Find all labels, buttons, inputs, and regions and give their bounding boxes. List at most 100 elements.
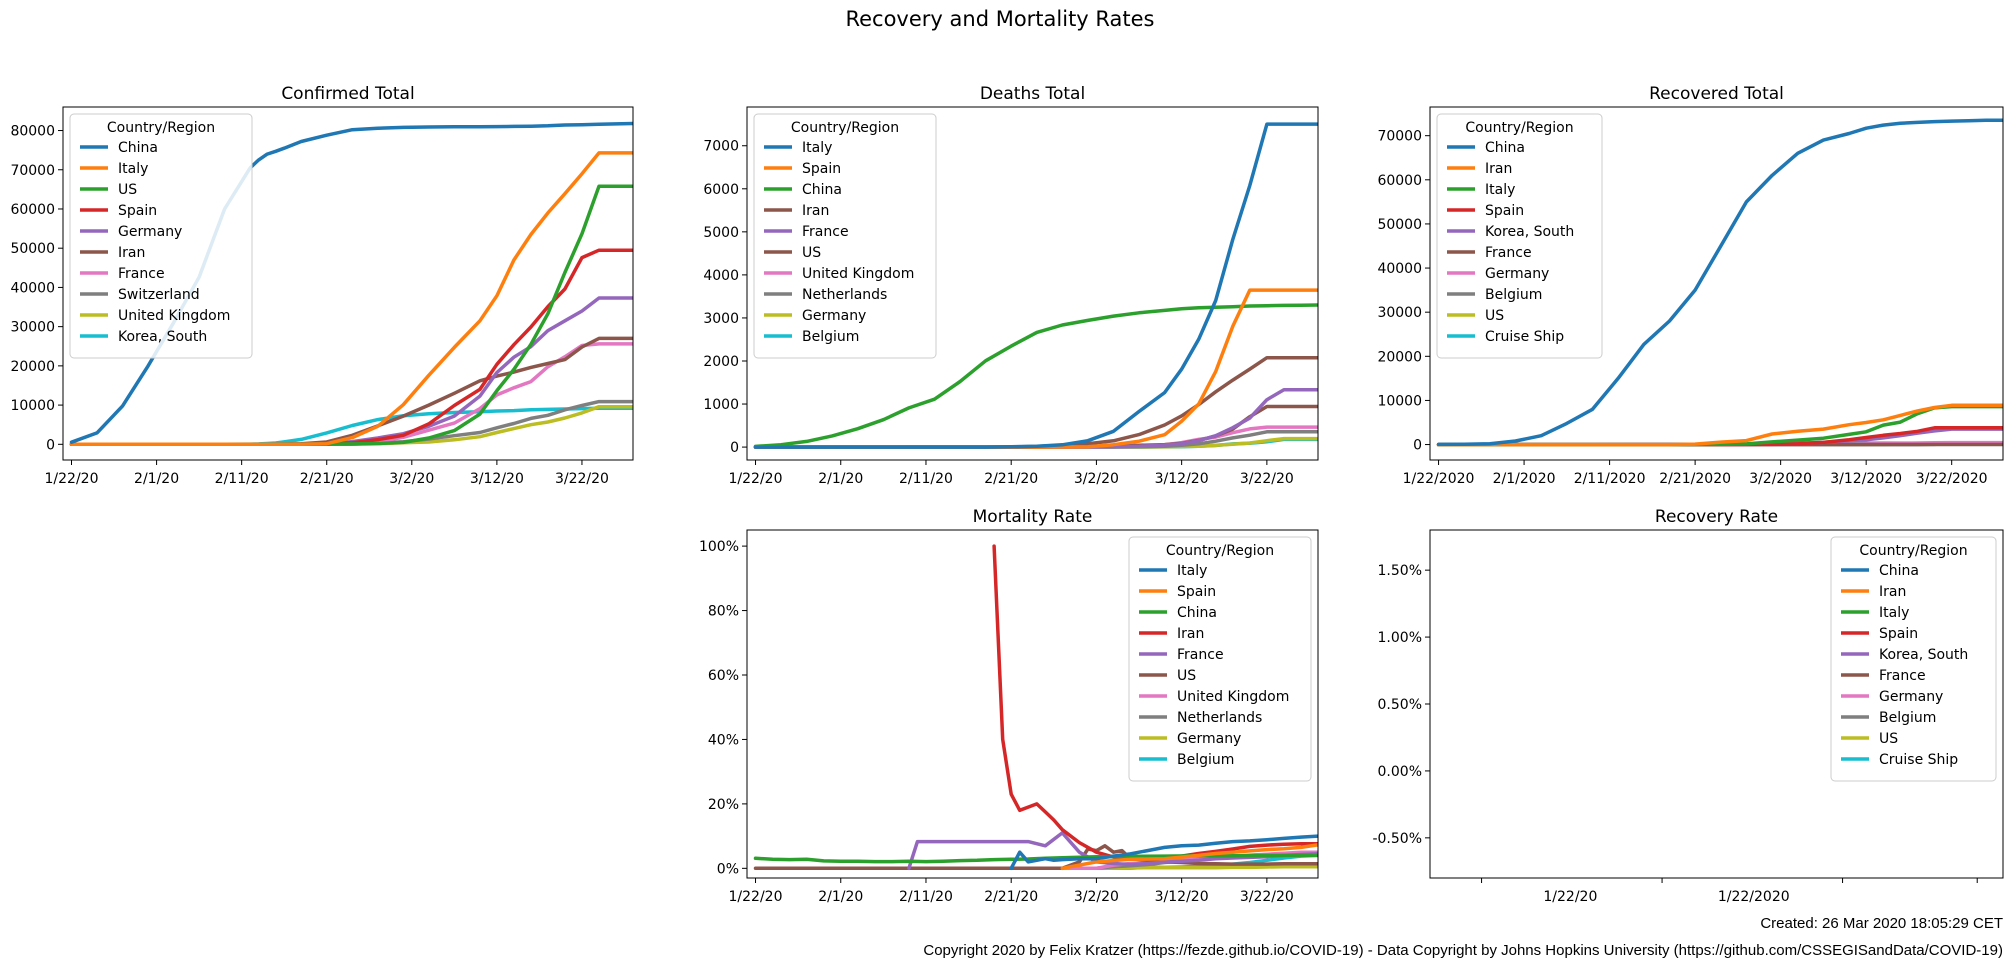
x-tick-label: 3/12/20 [470, 471, 524, 487]
x-tick-label: 3/22/20 [1240, 889, 1294, 905]
x-tick-label: 2/21/20 [984, 471, 1038, 487]
y-tick-label: 20000 [1377, 349, 1422, 365]
y-tick-label: 70000 [10, 163, 55, 179]
y-tick-label: 30000 [1377, 305, 1422, 321]
figure-title: Recovery and Mortality Rates [845, 7, 1154, 31]
legend-box [1128, 536, 1312, 782]
legend-title: Country/Region [1465, 120, 1573, 136]
x-tick-label: 3/22/20 [555, 471, 609, 487]
x-tick-label: 2/21/20 [300, 471, 354, 487]
legend-label: Italy [1879, 605, 1909, 621]
chart-confirmed: Confirmed Total 0 10000 20000 30000 40000 5000… [10, 84, 634, 487]
legend-label: Netherlands [802, 287, 887, 303]
y-tick-label: -0.50% [1372, 831, 1422, 847]
legend-label: Germany [1879, 689, 1943, 705]
series-line-italy [753, 122, 1318, 449]
y-tick-label: 0 [1413, 438, 1422, 454]
legend-label: Iran [1485, 161, 1512, 177]
y-tick-label: 0.00% [1378, 764, 1422, 780]
series-lines [69, 121, 633, 447]
legend-label: US [1485, 308, 1504, 324]
legend-label: United Kingdom [118, 308, 230, 324]
y-tick-label: 100% [699, 539, 739, 555]
legend-label: US [1879, 731, 1898, 747]
series-line-france [69, 342, 633, 447]
x-tick-label: 2/1/20 [134, 471, 179, 487]
legend-label: Iran [118, 245, 145, 261]
legend-label: France [1879, 668, 1926, 684]
y-tick-label: 3000 [703, 311, 739, 327]
series-line-china [753, 303, 1318, 449]
axes-frame [62, 106, 634, 461]
chart-panels: Confirmed Total0100002000030000400005000… [10, 84, 2004, 905]
legend-label: Cruise Ship [1485, 329, 1564, 345]
series-line-italy [69, 151, 633, 447]
series-line-france [907, 831, 1318, 871]
y-tick-label: 5000 [703, 225, 739, 241]
y-tick-label: 40% [708, 732, 739, 748]
series-line-iran [1436, 403, 2003, 447]
legend-label: United Kingdom [802, 266, 914, 282]
x-tick-label: 1/22/2020 [1403, 471, 1475, 487]
series-lines [1436, 118, 2003, 447]
axes-frame [746, 106, 1319, 461]
legend-label: Iran [1177, 626, 1204, 642]
legend-title: Country/Region [107, 120, 215, 136]
legend: Country/Region China Iran Italy Spain Korea, … [1830, 536, 1997, 782]
legend-label: Germany [1485, 266, 1549, 282]
y-tick-label: 40000 [10, 280, 55, 296]
legend-label: Belgium [1485, 287, 1542, 303]
x-tick-label: 3/22/2020 [1916, 471, 1988, 487]
legend-label: Belgium [1177, 752, 1234, 768]
legend-label: Germany [802, 308, 866, 324]
legend-label: Spain [1177, 584, 1216, 600]
legend-label: Germany [1177, 731, 1241, 747]
y-tick-label: 0 [730, 440, 739, 456]
y-tick-label: 7000 [703, 139, 739, 155]
y-tick-label: 80000 [10, 124, 55, 140]
axes-frame [1429, 529, 2004, 879]
x-tick-label: 3/2/2020 [1749, 471, 1812, 487]
legend-label: France [118, 266, 165, 282]
copyright-notice: Copyright 2020 by Felix Kratzer (https:/… [923, 942, 2003, 959]
y-tick-label: 60000 [1377, 173, 1422, 189]
x-tick-label: 3/22/20 [1240, 471, 1294, 487]
y-tick-label: 40000 [1377, 261, 1422, 277]
legend-box [1436, 113, 1603, 359]
legend-label: China [1485, 140, 1525, 156]
legend-label: Italy [1485, 182, 1515, 198]
series-line-china [1436, 118, 2003, 447]
legend-label: China [1177, 605, 1217, 621]
legend-box [69, 113, 253, 359]
y-tick-label: 0.50% [1378, 697, 1422, 713]
chart-recovered: Recovered Total 0 10000 20000 30000 40000 5000… [1377, 84, 2004, 487]
y-tick-label: 1.00% [1378, 630, 1422, 646]
series-line-spain [1060, 843, 1318, 871]
chart-title: Deaths Total [980, 84, 1085, 104]
y-tick-label: 60% [708, 668, 739, 684]
chart-deaths: Deaths Total 0 1000 2000 3000 4000 5000 6000 700… [703, 84, 1319, 487]
series-lines [753, 544, 1318, 871]
legend-title: Country/Region [1166, 543, 1274, 559]
x-tick-label: 2/21/20 [984, 889, 1038, 905]
x-tick-label: 2/11/20 [899, 471, 953, 487]
legend: Country/Region Italy Spain China Iran France U… [753, 113, 937, 359]
legend-label: US [1177, 668, 1196, 684]
x-tick-label: 1/22/20 [1543, 889, 1597, 905]
x-tick-label: 1/22/2020 [1718, 889, 1790, 905]
chart-title: Recovery Rate [1655, 507, 1778, 527]
series-lines [753, 122, 1318, 449]
y-tick-label: 10000 [1377, 393, 1422, 409]
legend-label: US [802, 245, 821, 261]
legend-label: Korea, South [118, 329, 207, 345]
legend-label: Italy [118, 161, 148, 177]
legend-title: Country/Region [791, 120, 899, 136]
legend-label: France [1177, 647, 1224, 663]
legend-label: China [118, 140, 158, 156]
legend-label: United Kingdom [1177, 689, 1289, 705]
chart-recovery: Recovery Rate -0.50% 0.00% 0.50% 1.00% 1.50% 1… [1372, 507, 2004, 905]
x-tick-label: 1/22/20 [729, 471, 783, 487]
legend-label: Germany [118, 224, 182, 240]
x-tick-label: 3/12/20 [1155, 471, 1209, 487]
legend-label: Iran [802, 203, 829, 219]
